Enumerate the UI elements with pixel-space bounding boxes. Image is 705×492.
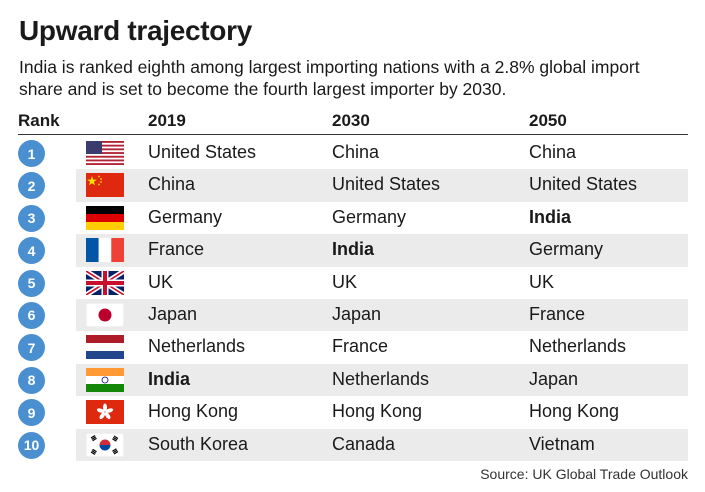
cell-2050: China <box>529 142 577 162</box>
cell-2030: Hong Kong <box>332 401 423 422</box>
source-note: Source: UK Global Trade Outlook <box>480 466 688 482</box>
netherlands-flag-icon <box>86 335 124 360</box>
table-row: 7 Netherlands France Netherlands <box>0 331 705 363</box>
table-row: 9 Hong Kong Hong Kong Hong Kong <box>0 396 705 428</box>
rank-badge: 10 <box>18 431 45 459</box>
header-rank: Rank <box>18 111 60 130</box>
rank-badge: 4 <box>18 237 45 265</box>
cell-2019: South Korea <box>148 433 249 454</box>
rank-badge: 8 <box>18 366 45 394</box>
cell-2050: Japan <box>529 368 579 389</box>
header-2019: 2019 <box>148 111 186 130</box>
cell-2030: Germany <box>332 206 407 227</box>
table-row: 1 United States China China <box>0 137 705 169</box>
header-2050: 2050 <box>529 111 567 130</box>
cell-2050: United States <box>529 174 638 195</box>
rank-badge: 9 <box>18 399 45 427</box>
ranking-table: 1 United States China China 2 China Unit… <box>0 137 705 461</box>
cell-2030: France <box>332 336 389 357</box>
cell-2050: Hong Kong <box>529 401 620 422</box>
germany-flag-icon <box>86 205 124 230</box>
france-flag-icon <box>86 238 124 263</box>
cell-2050: Vietnam <box>529 433 595 454</box>
cell-2050: Netherlands <box>529 336 627 357</box>
cell-2019: Germany <box>148 206 223 227</box>
cell-2030: UK <box>332 271 358 292</box>
header-divider <box>18 134 688 135</box>
south-korea-flag-icon <box>86 432 124 457</box>
japan-flag-icon <box>86 302 124 327</box>
table-row: 5 UK UK UK <box>0 267 705 299</box>
rank-badge: 3 <box>18 204 45 232</box>
hong-kong-flag-icon <box>86 400 124 425</box>
cell-2019: Japan <box>148 303 198 324</box>
header-2030: 2030 <box>332 111 370 130</box>
cell-2019: Hong Kong <box>148 401 239 422</box>
cell-2050: France <box>529 303 586 324</box>
table-row: 8 India Netherlands Japan <box>0 363 705 397</box>
cell-2019: UK <box>148 271 174 292</box>
cell-2050: Germany <box>529 239 604 260</box>
rank-badge: 1 <box>18 140 45 167</box>
table-row: 3 Germany Germany India <box>0 202 705 234</box>
cell-2030: China <box>332 142 380 162</box>
cell-2050: UK <box>529 271 555 292</box>
cell-2030: United States <box>332 174 441 195</box>
us-flag-icon <box>86 141 124 165</box>
rank-badge: 6 <box>18 301 45 329</box>
cell-2030: Japan <box>332 303 382 324</box>
table-row: 2 China United States United States <box>0 169 705 202</box>
page-title: Upward trajectory <box>19 15 252 46</box>
rank-badge: 5 <box>18 269 45 297</box>
table-row: 4 France India Germany <box>0 234 705 267</box>
cell-2019: Netherlands <box>148 336 246 357</box>
india-flag-icon <box>86 367 124 392</box>
cell-2050: India <box>529 206 572 227</box>
uk-flag-icon <box>86 270 124 295</box>
china-flag-icon <box>86 173 124 198</box>
cell-2030: Canada <box>332 433 396 454</box>
cell-2019: France <box>148 239 205 260</box>
cell-2019: India <box>148 368 191 389</box>
rank-badge: 7 <box>18 334 45 362</box>
table-row: 6 Japan Japan France <box>0 298 705 332</box>
cell-2030: Netherlands <box>332 368 430 389</box>
subtitle: India is ranked eighth among largest imp… <box>19 57 640 99</box>
cell-2019: China <box>148 174 196 195</box>
table-row: 10 South Korea Canada Vietnam <box>0 428 705 461</box>
cell-2030: India <box>332 239 375 260</box>
cell-2019: United States <box>148 142 257 162</box>
rank-badge: 2 <box>18 172 45 200</box>
